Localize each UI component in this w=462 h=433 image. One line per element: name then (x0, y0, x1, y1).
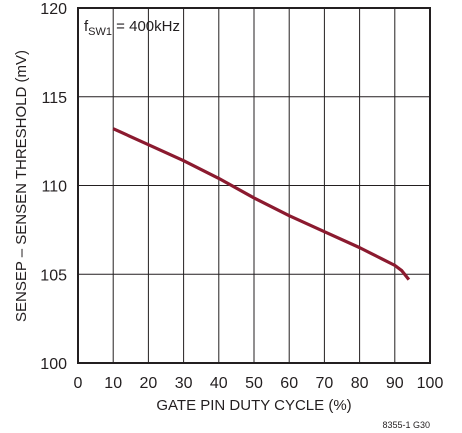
x-tick-label: 50 (245, 375, 263, 392)
y-tick-label: 110 (41, 179, 67, 196)
x-tick-label: 70 (316, 375, 334, 392)
x-tick-label: 40 (210, 375, 228, 392)
y-tick-labels: 100 105 110 115 120 (40, 1, 67, 373)
y-tick-label: 120 (40, 1, 67, 18)
x-tick-label: 80 (351, 375, 369, 392)
annotation-rest: = 400kHz (112, 18, 180, 35)
y-tick-label: 100 (40, 356, 67, 373)
x-tick-label: 10 (104, 375, 122, 392)
y-tick-label: 105 (40, 267, 67, 284)
threshold-line (112, 127, 411, 281)
y-tick-label: 115 (41, 90, 67, 107)
figure-id: 8355-1 G30 (382, 420, 430, 430)
x-axis-title: GATE PIN DUTY CYCLE (%) (156, 397, 351, 414)
y-axis-title: SENSEP – SENSEN THRESHOLD (mV) (13, 50, 30, 322)
grid (78, 8, 430, 363)
frequency-annotation: fSW1 = 400kHz (84, 18, 180, 38)
x-tick-label: 20 (140, 375, 158, 392)
series-group (112, 127, 411, 281)
plot-frame (77, 7, 431, 364)
x-tick-label: 0 (74, 375, 83, 392)
x-tick-label: 90 (386, 375, 404, 392)
annotation-main: f (84, 18, 89, 35)
annotation-subscript: SW1 (88, 26, 112, 38)
x-tick-label: 100 (417, 375, 444, 392)
x-tick-label: 30 (175, 375, 193, 392)
x-tick-label: 60 (280, 375, 298, 392)
x-tick-labels: 0 10 20 30 40 50 60 70 80 90 100 (74, 375, 444, 392)
